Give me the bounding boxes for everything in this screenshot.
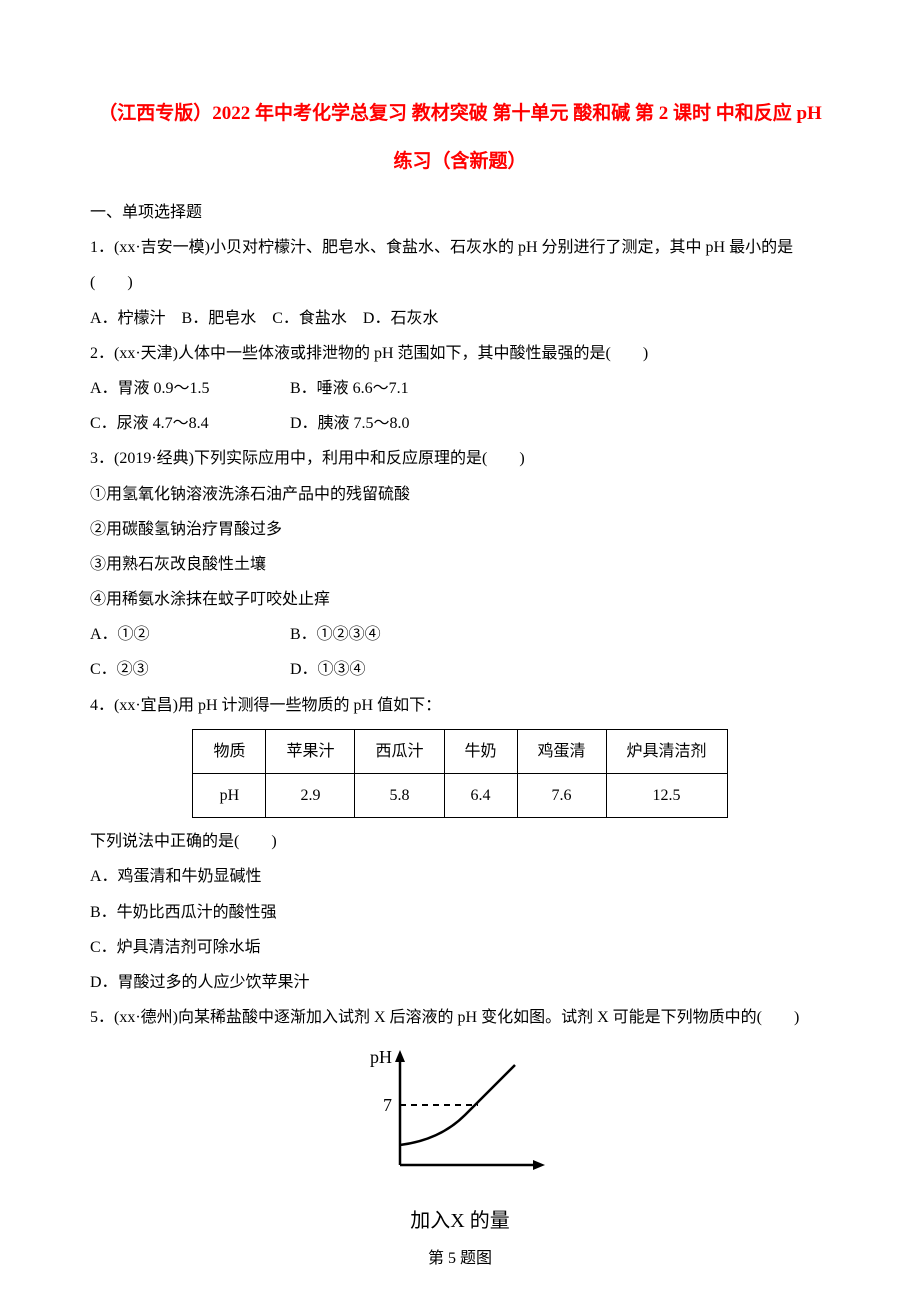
question-4-post: 下列说法中正确的是( )	[90, 824, 830, 859]
option-b: B．牛奶比西瓜汁的酸性强	[90, 895, 830, 930]
table-header: 牛奶	[444, 729, 517, 773]
option-b: B．唾液 6.6～7.1	[290, 371, 409, 406]
option-b: B．①②③④	[290, 617, 381, 652]
question-2-row1: A．胃液 0.9～1.5 B．唾液 6.6～7.1	[90, 371, 830, 406]
table-header: 炉具清洁剂	[606, 729, 727, 773]
graph-ytick: 7	[383, 1095, 392, 1115]
question-2-row2: C．尿液 4.7～8.4 D．胰液 7.5～8.0	[90, 406, 830, 441]
ph-graph: pH 7 加入X 的量 第 5 题图	[90, 1045, 830, 1270]
option-a: A．胃液 0.9～1.5	[90, 371, 290, 406]
question-3-row2: C．②③ D．①③④	[90, 652, 830, 687]
table-header: 鸡蛋清	[517, 729, 606, 773]
table-header-row: 物质 苹果汁 西瓜汁 牛奶 鸡蛋清 炉具清洁剂	[193, 729, 727, 773]
graph-caption: 第 5 题图	[90, 1247, 830, 1271]
option-c: C．尿液 4.7～8.4	[90, 406, 290, 441]
table-cell: 7.6	[517, 774, 606, 818]
option-d: D．①③④	[290, 652, 366, 687]
question-3-sub3: ③用熟石灰改良酸性土壤	[90, 547, 830, 582]
table-cell: 12.5	[606, 774, 727, 818]
table-cell: 6.4	[444, 774, 517, 818]
question-1-options: A．柠檬汁 B．肥皂水 C．食盐水 D．石灰水	[90, 301, 830, 336]
graph-xlabel: 加入X 的量	[90, 1199, 830, 1243]
question-3-sub1: ①用氢氧化钠溶液洗涤石油产品中的残留硫酸	[90, 477, 830, 512]
option-a: A．鸡蛋清和牛奶显碱性	[90, 859, 830, 894]
table-cell: pH	[193, 774, 266, 818]
question-4-stem: 4．(xx·宜昌)用 pH 计测得一些物质的 pH 值如下：	[90, 688, 830, 723]
option-c: C．②③	[90, 652, 290, 687]
table-header: 物质	[193, 729, 266, 773]
table-header: 西瓜汁	[355, 729, 444, 773]
page-title: （江西专版）2022 年中考化学总复习 教材突破 第十单元 酸和碱 第 2 课时…	[90, 90, 830, 185]
question-5-stem: 5．(xx·德州)向某稀盐酸中逐渐加入试剂 X 后溶液的 pH 变化如图。试剂 …	[90, 1000, 830, 1035]
option-a: A．①②	[90, 617, 290, 652]
option-c: C．炉具清洁剂可除水垢	[90, 930, 830, 965]
graph-ylabel: pH	[370, 1047, 392, 1067]
question-3-row1: A．①② B．①②③④	[90, 617, 830, 652]
option-d: D．胃酸过多的人应少饮苹果汁	[90, 965, 830, 1000]
ph-table: 物质 苹果汁 西瓜汁 牛奶 鸡蛋清 炉具清洁剂 pH 2.9 5.8 6.4 7…	[192, 729, 727, 818]
table-cell: 2.9	[266, 774, 355, 818]
section-heading: 一、单项选择题	[90, 195, 830, 230]
table-row: pH 2.9 5.8 6.4 7.6 12.5	[193, 774, 727, 818]
question-2-stem: 2．(xx·天津)人体中一些体液或排泄物的 pH 范围如下，其中酸性最强的是( …	[90, 336, 830, 371]
question-3-stem: 3．(2019·经典)下列实际应用中，利用中和反应原理的是( )	[90, 441, 830, 476]
table-cell: 5.8	[355, 774, 444, 818]
question-3-sub4: ④用稀氨水涂抹在蚊子叮咬处止痒	[90, 582, 830, 617]
option-d: D．胰液 7.5～8.0	[290, 406, 410, 441]
question-1-stem: 1．(xx·吉安一模)小贝对柠檬汁、肥皂水、食盐水、石灰水的 pH 分别进行了测…	[90, 230, 830, 300]
question-3-sub2: ②用碳酸氢钠治疗胃酸过多	[90, 512, 830, 547]
table-header: 苹果汁	[266, 729, 355, 773]
